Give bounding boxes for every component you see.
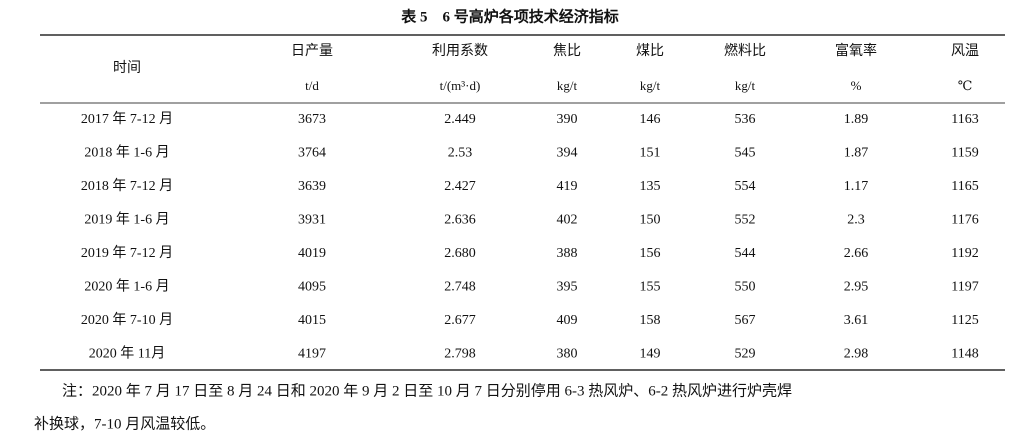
table-cell: 395: [557, 280, 578, 295]
table-cell: 419: [557, 179, 578, 194]
table-cell: 151: [640, 146, 661, 161]
table-cell: 1.89: [844, 112, 869, 127]
table-cell: 1.87: [844, 146, 869, 161]
table-cell: 388: [557, 246, 578, 261]
table-cell: 2.53: [448, 146, 473, 161]
table-cell: 3.61: [844, 313, 869, 328]
column-unit: t/d: [305, 78, 319, 93]
column-unit: kg/t: [640, 78, 661, 93]
table-cell: 550: [735, 280, 756, 295]
table-cell: 545: [735, 146, 756, 161]
column-header: 时间: [113, 60, 141, 76]
table-cell: 2.66: [844, 246, 869, 261]
table-cell: 4197: [298, 347, 326, 362]
row-label: 2019 年 1-6 月: [84, 212, 169, 228]
table-cell: 2.427: [444, 179, 476, 194]
column-header: 煤比: [636, 43, 664, 59]
table-cell: 149: [640, 347, 661, 362]
column-header: 富氧率: [835, 42, 877, 59]
column-header: 利用系数: [432, 43, 488, 59]
column-header: 燃料比: [724, 42, 766, 59]
table-cell: 3673: [298, 112, 326, 127]
table-cell: 2.798: [444, 347, 476, 362]
column-header: 风温: [951, 43, 979, 59]
row-label: 2018 年 7-12 月: [81, 178, 173, 194]
row-label: 2017 年 7-12 月: [81, 111, 173, 127]
table-cell: 390: [557, 112, 578, 127]
table-cell: 158: [640, 313, 661, 328]
table-cell: 1165: [951, 179, 978, 194]
table-cell: 380: [557, 347, 578, 362]
table-cell: 2.449: [444, 112, 476, 127]
table-cell: 567: [735, 313, 756, 328]
table-cell: 2.95: [844, 280, 869, 295]
column-unit: ℃: [958, 78, 973, 93]
row-label: 2019 年 7-12 月: [81, 245, 173, 261]
table-title: 表 5 6 号高炉各项技术经济指标: [401, 7, 619, 25]
table-cell: 1176: [951, 213, 978, 228]
column-header: 焦比: [553, 43, 581, 59]
table-cell: 402: [557, 213, 578, 228]
table-cell: 1163: [951, 112, 978, 127]
table-cell: 394: [557, 146, 578, 161]
table-cell: 156: [640, 246, 661, 261]
column-unit: %: [851, 78, 862, 93]
row-label: 2020 年 7-10 月: [81, 312, 173, 328]
table-cell: 409: [557, 313, 578, 328]
table-cell: 1159: [951, 146, 978, 161]
column-unit: kg/t: [735, 78, 756, 93]
table-cell: 2.677: [444, 313, 476, 328]
table-cell: 2.98: [844, 347, 869, 362]
table-cell: 529: [735, 347, 756, 362]
table-cell: 1197: [951, 280, 978, 295]
table-cell: 150: [640, 213, 661, 228]
table-cell: 1148: [951, 347, 978, 362]
table-cell: 2.748: [444, 280, 476, 295]
table-cell: 4015: [298, 313, 326, 328]
table-cell: 1125: [951, 313, 978, 328]
table-cell: 4019: [298, 246, 326, 261]
column-unit: t/(m³·d): [440, 78, 481, 93]
table-cell: 135: [640, 179, 661, 194]
table-cell: 552: [735, 213, 756, 228]
note-line: 补换球，7-10 月风温较低。: [34, 414, 215, 432]
table-cell: 155: [640, 280, 661, 295]
table-cell: 2.636: [444, 213, 476, 228]
table-cell: 1.17: [844, 179, 869, 194]
table-cell: 2.3: [847, 213, 865, 228]
table-cell: 3931: [298, 213, 326, 228]
table-cell: 536: [735, 112, 756, 127]
table-cell: 3639: [298, 179, 326, 194]
table-cell: 2.680: [444, 246, 476, 261]
row-label: 2020 年 1-6 月: [84, 279, 169, 295]
row-label: 2018 年 1-6 月: [84, 145, 169, 161]
table-cell: 1192: [951, 246, 978, 261]
row-label: 2020 年 11月: [89, 346, 165, 362]
table-cell: 544: [735, 246, 756, 261]
table-cell: 3764: [298, 146, 326, 161]
note-line: 注：2020 年 7 月 17 日至 8 月 24 日和 2020 年 9 月 …: [62, 382, 792, 399]
column-header: 日产量: [291, 43, 333, 59]
table-cell: 4095: [298, 280, 326, 295]
table-cell: 146: [640, 112, 661, 127]
table-cell: 554: [735, 179, 756, 194]
column-unit: kg/t: [557, 78, 578, 93]
